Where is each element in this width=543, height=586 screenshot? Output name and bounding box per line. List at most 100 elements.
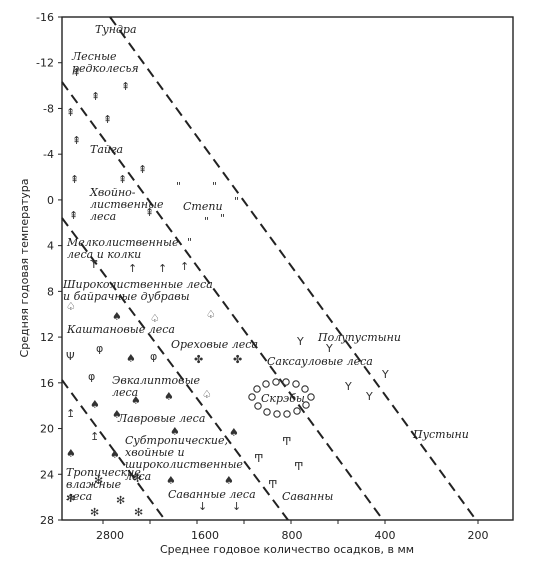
eucalyptus-icon: ♠ [164, 390, 174, 403]
grass-icon: " [234, 195, 239, 208]
birch-icon: ↑ [128, 262, 137, 275]
saxaul-icon: Y [365, 390, 373, 403]
y-tick-label: 24 [40, 468, 54, 481]
zone-label-walnut: Ореховые леса [171, 338, 258, 351]
subtropical-icon: ↥ [66, 407, 75, 420]
savanna-umbrella-icon: Ͳ [294, 460, 303, 473]
subtropical-icon: ♠ [166, 474, 176, 487]
boundary-line-4 [61, 379, 166, 521]
y-tick-label: -12 [36, 57, 54, 70]
zone-label-desert: Пустыни [412, 428, 469, 441]
chestnut-icon: Ψ [66, 350, 75, 363]
x-axis-label: Среднее годовое количество осадков, в мм [160, 543, 414, 556]
subtropical-icon: ↥ [90, 430, 99, 443]
palm-icon: ✻ [90, 506, 99, 519]
boundary-line-2 [61, 81, 384, 521]
savanna-umbrella-icon: Ͳ [268, 478, 277, 491]
zone-label-tropical: Тропические влажные леса [66, 466, 141, 503]
boundary-line-1 [109, 16, 477, 521]
zone-label-mixed: Хвойно-лиственные леса [89, 186, 164, 223]
zone-label-forest-tundra: Лесные редколесья [71, 50, 139, 75]
zone-label-laurel: Лавровые леса [117, 412, 205, 425]
y-tick-label: 28 [40, 514, 54, 527]
subtropical-icon: ♠ [66, 447, 76, 460]
conifer-icon: ⇞ [69, 209, 78, 222]
zone-label-savanna: Саванны [282, 490, 333, 503]
zone-label-smallleaf: Мелколиственные леса и колки [66, 236, 179, 261]
y-tick-label: 8 [47, 285, 54, 298]
broadleaf-icon: ♤ [206, 308, 216, 321]
walnut-icon: ✤ [233, 353, 242, 366]
zone-label-semidesert: Полупустыни [317, 331, 401, 344]
y-tick-label: -8 [43, 102, 54, 115]
zone-label-chestnut: Каштановые леса [66, 323, 175, 336]
zone-label-broadleaf: Широколиственные леса и байрачные дубравы [62, 278, 213, 303]
subtropical-icon: ♠ [110, 448, 120, 461]
savanna-umbrella-icon: Ͳ [282, 435, 291, 448]
savanna-umbrella-icon: Ͳ [254, 452, 263, 465]
conifer-icon: ⇞ [103, 113, 112, 126]
subtropical-icon: ♠ [224, 474, 234, 487]
savanna-tree-icon: ↓ [198, 500, 207, 513]
zone-boundaries [61, 16, 477, 521]
eucalyptus-icon: ♠ [112, 408, 122, 421]
conifer-icon: ⇞ [118, 173, 127, 186]
palm-icon: ✻ [134, 506, 143, 519]
x-tick-label: 1600 [191, 529, 219, 542]
chestnut-icon: φ [150, 350, 157, 363]
grass-icon: " [220, 212, 225, 225]
zone-labels: Тундра Лесные редколесья Тайга Хвойно-листве… [62, 23, 469, 503]
birch-icon: ↑ [158, 262, 167, 275]
y-axis-ticks: -16 -12 -8 -4 0 4 8 12 16 20 24 28 [36, 11, 62, 527]
zone-label-tundra: Тундра [95, 23, 137, 36]
y-tick-label: 12 [40, 331, 54, 344]
grass-icon: " [212, 180, 217, 193]
y-tick-label: 0 [47, 194, 54, 207]
broadleaf-icon: ♤ [66, 300, 76, 313]
conifer-icon: ⇞ [72, 134, 81, 147]
savanna-tree-icon: ↓ [232, 500, 241, 513]
scrub-ring [248, 378, 315, 418]
x-tick-label: 200 [468, 529, 489, 542]
birch-icon: ϒ [90, 258, 98, 271]
grass-icon: " [187, 236, 192, 249]
eucalyptus-icon: ♠ [131, 394, 141, 407]
zone-label-savanna-forest: Саванные леса [168, 488, 256, 501]
palm-icon: ✻ [94, 474, 103, 487]
y-tick-label: 16 [40, 377, 54, 390]
subtropical-icon: ♠ [170, 425, 180, 438]
vegetation-symbols: ⇞ ⇞ ⇞ ⇞ ⇞ ⇞ ⇞ ⇞ ⇞ ⇞ ⇞ " " " " " " ϒ ↑ ↑ … [66, 66, 389, 519]
y-axis-label: Средняя годовая температура [18, 179, 31, 358]
conifer-icon: ⇞ [145, 206, 154, 219]
zone-label-subtropical: Субтропические, хвойные и широколиственные… [125, 434, 243, 483]
x-axis-ticks: 2800 1600 800 400 200 [96, 520, 489, 542]
saxaul-icon: Y [296, 335, 304, 348]
conifer-icon: ⇞ [138, 163, 147, 176]
subtropical-icon: ♠ [229, 426, 239, 439]
birch-icon: ↑ [180, 260, 189, 273]
chestnut-icon: φ [96, 342, 103, 355]
broadleaf-icon: ♤ [150, 312, 160, 325]
eucalyptus-icon: ♠ [90, 398, 100, 411]
palm-icon: ✻ [66, 492, 75, 505]
eucalyptus-icon: φ [88, 370, 95, 383]
y-tick-label: 20 [40, 423, 54, 436]
x-tick-label: 800 [282, 529, 303, 542]
x-tick-label: 2800 [96, 529, 124, 542]
saxaul-icon: Y [381, 368, 389, 381]
broadleaf-icon: ♠ [112, 310, 122, 323]
eucalyptus-icon: ♤ [202, 388, 212, 401]
conifer-icon: ⇞ [91, 90, 100, 103]
zone-label-scrub: Скрэбы [261, 392, 305, 405]
conifer-icon: ⇞ [70, 173, 79, 186]
y-tick-label: -16 [36, 11, 54, 24]
palm-icon: ✻ [116, 494, 125, 507]
zone-label-saxaul: Саксауловые леса [267, 355, 373, 368]
zone-label-eucalyptus: Эвкалиптовые леса [112, 374, 201, 399]
saxaul-icon: Y [344, 380, 352, 393]
conifer-icon: ⇞ [66, 106, 75, 119]
conifer-icon: ⇞ [72, 66, 81, 79]
grass-icon: " [204, 215, 209, 228]
zone-label-steppe: Степи [183, 200, 223, 213]
